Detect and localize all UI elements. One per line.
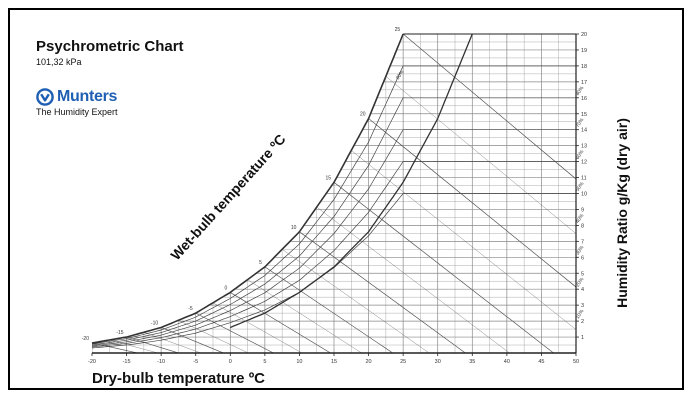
x-tick-label: -10 [157, 359, 165, 365]
x-tick-label: 15 [331, 359, 337, 365]
x-tick-label: 40 [504, 359, 510, 365]
wetbulb-line [265, 267, 393, 353]
y-tick-label: 2 [581, 319, 584, 325]
wetbulb-tick-label: 5 [259, 260, 262, 266]
wetbulb-line [144, 332, 201, 353]
y-tick-label: 13 [581, 144, 587, 150]
wetbulb-line [351, 150, 605, 353]
wetbulb-tick-label: 25 [395, 27, 401, 33]
wetbulb-line [161, 327, 223, 353]
x-tick-label: 35 [469, 359, 475, 365]
y-tick-label: 4 [581, 287, 584, 293]
wetbulb-tick-label: 10 [291, 225, 297, 231]
wetbulb-line [178, 320, 248, 353]
y-tick-label: 1 [581, 335, 584, 341]
x-tick-label: 10 [296, 359, 302, 365]
y-tick-label: 17 [581, 80, 587, 86]
x-tick-label: 5 [263, 359, 266, 365]
y-tick-label: 15 [581, 112, 587, 118]
wetbulb-tick-label: 15 [325, 175, 331, 181]
y-tick-label: 9 [581, 207, 584, 213]
y-tick-label: 8 [581, 223, 584, 229]
wetbulb-line [299, 232, 465, 353]
rh-tick-label: 90% [395, 69, 406, 81]
x-tick-label: 0 [229, 359, 232, 365]
grid-layer [92, 34, 694, 353]
x-tick-label: -15 [123, 359, 131, 365]
y-tick-label: 7 [581, 239, 584, 245]
x-tick-label: 45 [538, 359, 544, 365]
y-tick-label: 19 [581, 48, 587, 54]
wetbulb-tick-label: -5 [188, 306, 193, 312]
x-tick-label: -20 [88, 359, 96, 365]
x-tick-label: 20 [366, 359, 372, 365]
y-tick-label: 3 [581, 303, 584, 309]
wetbulb-line [317, 207, 510, 353]
y-tick-label: 10 [581, 192, 587, 198]
y-tick-label: 16 [581, 96, 587, 102]
wetbulb-tick-label: -15 [116, 330, 123, 336]
x-tick-label: 50 [573, 359, 579, 365]
y-tick-label: 5 [581, 271, 584, 277]
wetbulb-tick-label: 0 [225, 285, 228, 291]
wetbulb-tick-label: -20 [82, 336, 89, 342]
y-tick-label: 20 [581, 32, 587, 38]
wetbulb-tick-label: -10 [151, 320, 158, 326]
x-axis-label: Dry-bulb temperature ºC [92, 370, 265, 387]
x-tick-label: 30 [435, 359, 441, 365]
x-tick-label: 25 [400, 359, 406, 365]
wetbulb-line [196, 313, 274, 353]
y-tick-label: 18 [581, 64, 587, 70]
y-tick-label: 6 [581, 255, 584, 261]
y-tick-label: 11 [581, 176, 587, 182]
x-tick-label: -5 [193, 359, 198, 365]
y-axis-label: Humidity Ratio g/Kg (dry air) [614, 118, 630, 308]
wetbulb-line [230, 292, 330, 353]
wetbulb-tick-label: 20 [360, 112, 366, 118]
y-tick-label: 12 [581, 160, 587, 166]
y-tick-label: 14 [581, 128, 587, 134]
wetbulb-line [334, 182, 554, 353]
